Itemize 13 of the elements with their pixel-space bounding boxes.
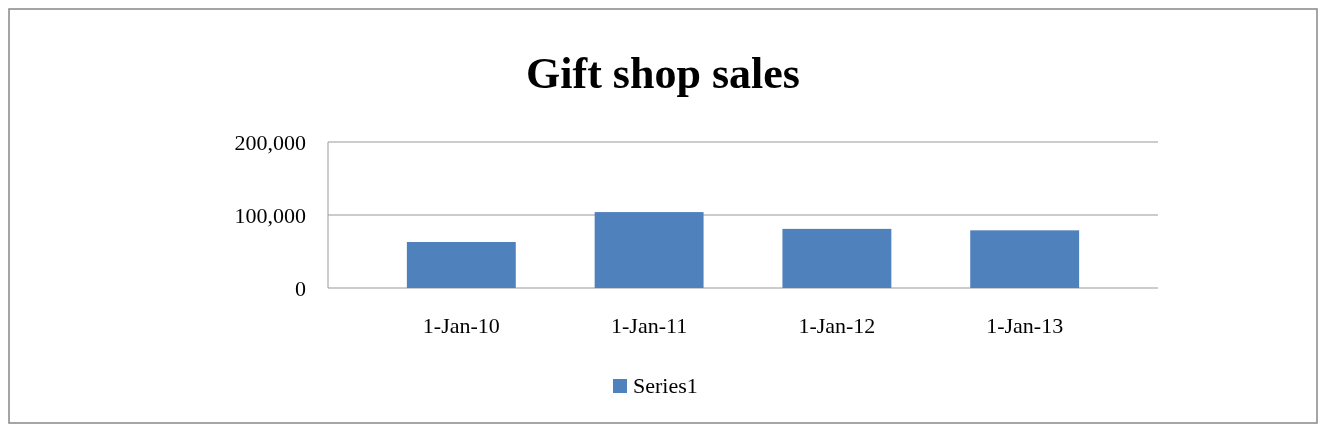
x-tick-label: 1-Jan-12 <box>798 313 876 338</box>
bar <box>406 242 516 288</box>
x-tick-label: 1-Jan-10 <box>422 313 500 338</box>
bar <box>970 230 1080 288</box>
x-tick-label: 1-Jan-11 <box>611 313 688 338</box>
y-tick-label: 200,000 <box>234 129 306 155</box>
y-tick-label: 0 <box>295 275 306 301</box>
chart-title: Gift shop sales <box>526 49 800 98</box>
y-tick-label: 100,000 <box>234 202 306 228</box>
bar <box>782 228 892 288</box>
x-tick-label: 1-Jan-13 <box>986 313 1064 338</box>
bar <box>594 212 704 288</box>
legend-label: Series1 <box>633 373 698 398</box>
